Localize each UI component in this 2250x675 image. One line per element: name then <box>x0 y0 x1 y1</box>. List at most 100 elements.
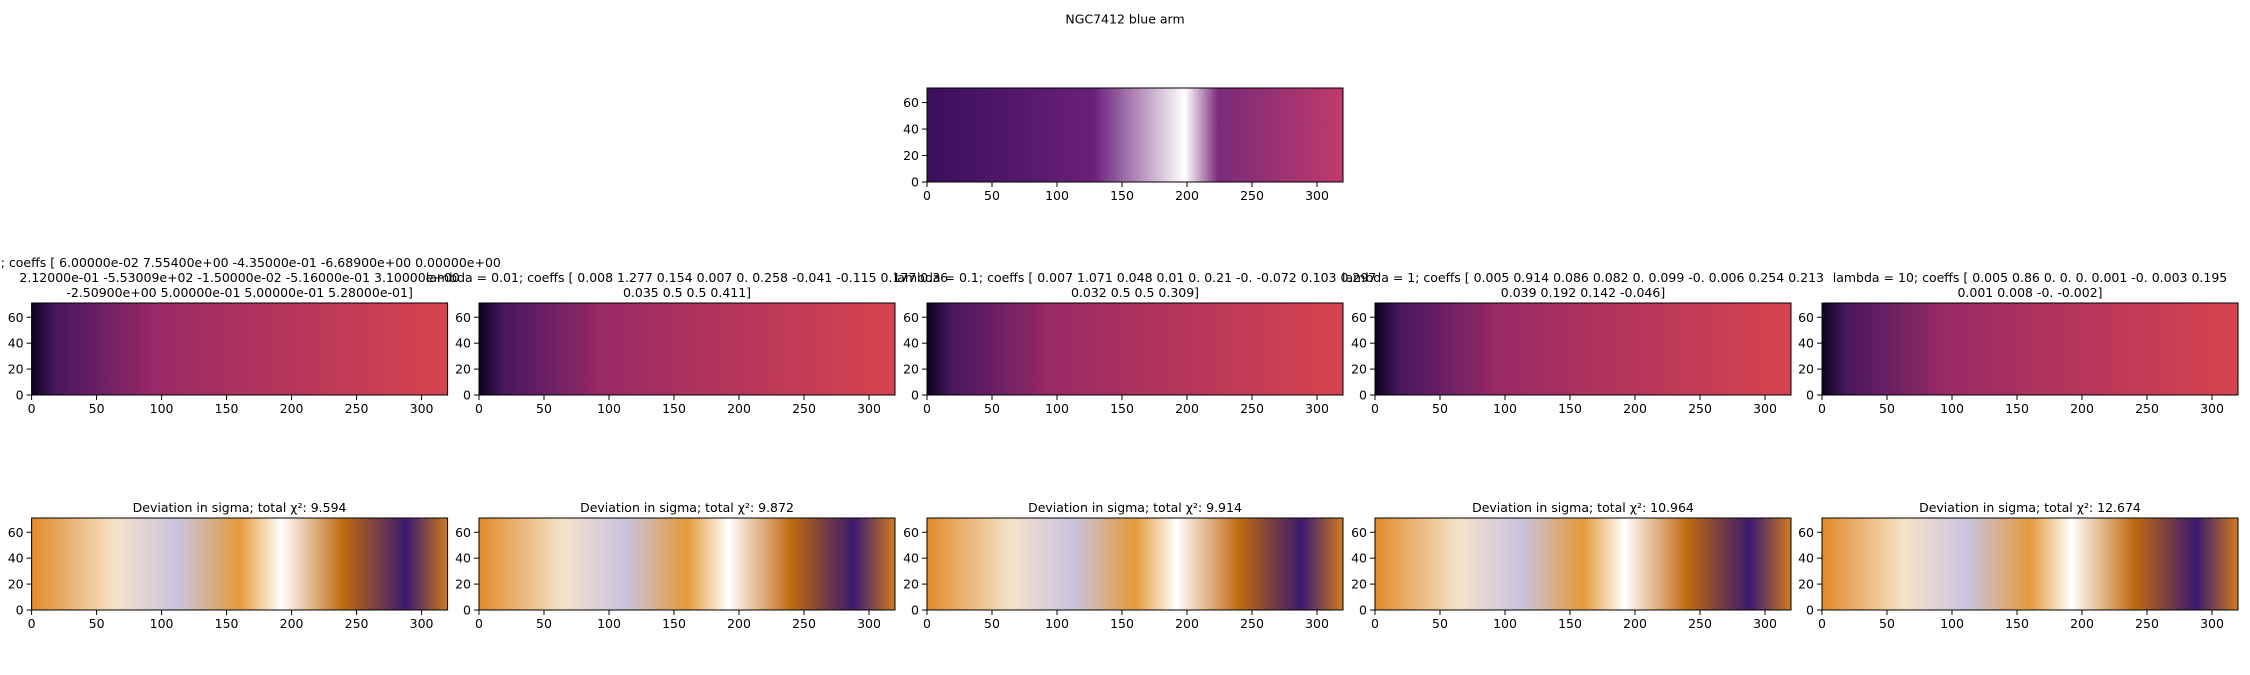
x-tick-label: 200 <box>1175 616 1199 631</box>
x-tick-label: 100 <box>150 616 174 631</box>
axes-frame <box>1374 517 1792 611</box>
axes-title: Deviation in sigma; total χ²: 12.674 <box>1919 500 2141 515</box>
x-tick-label: 100 <box>150 401 174 416</box>
x-tick-label: 0 <box>1371 401 1379 416</box>
y-tick-label: 20 <box>1351 577 1367 592</box>
x-tick-label: 200 <box>1623 401 1647 416</box>
y-tick-label: 0 <box>16 603 24 618</box>
axes-title: Deviation in sigma; total χ²: 9.914 <box>1028 500 1242 515</box>
axes-title: Deviation in sigma; total χ²: 10.964 <box>1472 500 1694 515</box>
x-tick-label: 200 <box>727 401 751 416</box>
y-tick-label: 40 <box>455 551 471 566</box>
axes-title: Deviation in sigma; total χ²: 9.872 <box>580 500 794 515</box>
x-tick-label: 250 <box>1240 616 1264 631</box>
x-tick-label: 300 <box>1305 616 1329 631</box>
x-tick-label: 150 <box>2005 616 2029 631</box>
x-tick-label: 150 <box>1110 401 1134 416</box>
axes-frame <box>478 302 896 396</box>
axes-frame <box>926 517 1344 611</box>
y-tick-label: 40 <box>903 551 919 566</box>
heatmap-image <box>927 303 1343 395</box>
y-tick-label: 40 <box>1351 551 1367 566</box>
y-tick-label: 40 <box>455 336 471 351</box>
x-tick-label: 150 <box>1110 188 1134 203</box>
x-tick-label: 100 <box>1940 616 1964 631</box>
x-tick-label: 150 <box>1558 616 1582 631</box>
x-tick-label: 100 <box>1493 616 1517 631</box>
y-tick-label: 20 <box>903 577 919 592</box>
x-tick-label: 50 <box>89 616 105 631</box>
y-tick-label: 40 <box>903 336 919 351</box>
x-tick-label: 50 <box>1879 401 1895 416</box>
x-tick-label: 300 <box>1753 616 1777 631</box>
axes-frame <box>478 517 896 611</box>
heatmap-image <box>31 518 448 610</box>
x-tick-label: 0 <box>1818 401 1826 416</box>
axes-title: 0.001 0.008 -0. -0.002] <box>1957 285 2102 300</box>
x-tick-label: 100 <box>1045 616 1069 631</box>
x-tick-label: 250 <box>1240 188 1264 203</box>
y-tick-label: 0 <box>1806 603 1814 618</box>
x-tick-label: 250 <box>2135 616 2159 631</box>
y-tick-label: 60 <box>8 310 24 325</box>
x-tick-label: 150 <box>215 401 239 416</box>
x-tick-label: 200 <box>2070 616 2094 631</box>
x-tick-label: 100 <box>1940 401 1964 416</box>
x-tick-label: 0 <box>28 401 36 416</box>
y-tick-label: 20 <box>1798 362 1814 377</box>
figure-title: NGC7412 blue arm <box>1065 12 1184 27</box>
y-tick-label: 0 <box>911 175 919 190</box>
y-tick-label: 20 <box>455 362 471 377</box>
x-tick-label: 150 <box>2005 401 2029 416</box>
x-tick-label: 250 <box>345 616 369 631</box>
x-tick-label: 250 <box>792 616 816 631</box>
x-tick-label: 250 <box>792 401 816 416</box>
x-tick-label: 0 <box>475 616 483 631</box>
axes-frame <box>926 302 1344 396</box>
x-tick-label: 50 <box>536 401 552 416</box>
x-tick-label: 0 <box>923 188 931 203</box>
y-tick-label: 40 <box>8 551 24 566</box>
y-tick-label: 0 <box>1359 603 1367 618</box>
x-tick-label: 50 <box>1879 616 1895 631</box>
y-tick-label: 0 <box>1806 388 1814 403</box>
x-tick-label: 200 <box>1175 401 1199 416</box>
x-tick-label: 150 <box>1558 401 1582 416</box>
axes-title: lambda = 0.01; coeffs [ 0.008 1.277 0.15… <box>426 270 948 285</box>
y-tick-label: 0 <box>1359 388 1367 403</box>
x-tick-label: 50 <box>984 616 1000 631</box>
x-tick-label: 300 <box>410 616 434 631</box>
axes-title: 2.12000e-01 -5.53009e+02 -1.50000e-02 -5… <box>19 270 459 285</box>
axes-title: lambda = 1; coeffs [ 0.005 0.914 0.086 0… <box>1342 270 1824 285</box>
x-tick-label: 100 <box>1045 188 1069 203</box>
y-tick-label: 0 <box>16 388 24 403</box>
y-tick-label: 20 <box>455 577 471 592</box>
x-tick-label: 300 <box>1305 188 1329 203</box>
axes-title: lambda = 0.1; coeffs [ 0.007 1.071 0.048… <box>894 270 1377 285</box>
x-tick-label: 150 <box>662 616 686 631</box>
x-tick-label: 100 <box>1045 401 1069 416</box>
x-tick-label: 100 <box>597 616 621 631</box>
x-tick-label: 300 <box>2200 401 2224 416</box>
x-tick-label: 300 <box>1305 401 1329 416</box>
heatmap-image <box>927 518 1343 610</box>
y-tick-label: 40 <box>903 122 919 137</box>
x-tick-label: 150 <box>1110 616 1134 631</box>
axes-frame <box>926 87 1344 183</box>
heatmap-image <box>1375 303 1791 395</box>
x-tick-label: 0 <box>923 616 931 631</box>
y-tick-label: 0 <box>463 388 471 403</box>
x-tick-label: 0 <box>28 616 36 631</box>
heatmap-image <box>1822 518 2238 610</box>
heatmap-image <box>927 88 1343 182</box>
x-tick-label: 300 <box>857 401 881 416</box>
x-tick-label: 200 <box>1623 616 1647 631</box>
x-tick-label: 0 <box>1371 616 1379 631</box>
axes-frame <box>31 302 449 396</box>
y-tick-label: 60 <box>903 525 919 540</box>
axes-title: = 0; coeffs [ 6.00000e-02 7.55400e+00 -4… <box>0 255 501 270</box>
y-tick-label: 20 <box>1351 362 1367 377</box>
axes-frame <box>31 517 449 611</box>
y-tick-label: 20 <box>1798 577 1814 592</box>
